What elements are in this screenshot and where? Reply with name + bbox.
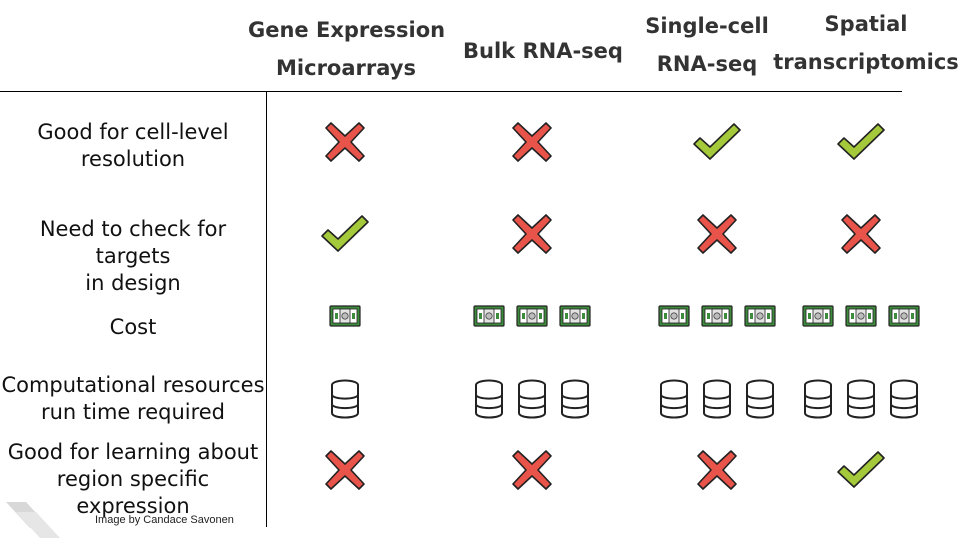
row-label-line: run time required <box>40 400 226 424</box>
money-icon <box>559 305 591 332</box>
money-icon <box>473 305 505 332</box>
row-label-line: in design <box>85 271 181 295</box>
cross-icon <box>323 120 367 169</box>
image-credit: Image by Candace Savonen <box>95 514 234 526</box>
money-icon <box>802 305 834 332</box>
database-icon <box>559 379 591 424</box>
database-icon <box>845 379 877 424</box>
cross-icon <box>510 120 554 169</box>
database-icon <box>329 379 361 424</box>
check-icon <box>836 122 886 167</box>
money-icon <box>658 305 690 332</box>
column-header-spatial: Spatial transcriptomics <box>770 5 960 81</box>
row-label-target-design: Need to check for targets in design <box>0 216 266 297</box>
money-icon <box>888 305 920 332</box>
money-icon <box>744 305 776 332</box>
check-icon <box>692 122 742 167</box>
database-icon <box>701 379 733 424</box>
cross-icon <box>510 212 554 261</box>
database-icon <box>516 379 548 424</box>
header-divider <box>0 91 902 92</box>
column-header-single-cell: Single-cell RNA-seq <box>642 7 772 83</box>
column-header-line: Spatial <box>824 12 908 36</box>
column-header-line: RNA-seq <box>656 52 758 76</box>
database-icon <box>888 379 920 424</box>
database-icon <box>658 379 690 424</box>
column-header-line: Microarrays <box>276 56 416 80</box>
column-header-line: Gene Expression <box>248 18 446 42</box>
row-label-cost: Cost <box>0 314 266 341</box>
label-divider <box>266 91 267 527</box>
row-label-line: Good for cell-level <box>37 120 229 144</box>
row-label-line: region specific expression <box>56 467 210 518</box>
cross-icon <box>510 448 554 497</box>
cross-icon <box>839 212 883 261</box>
logo-icon <box>6 502 60 538</box>
cross-icon <box>695 212 739 261</box>
row-label-region-specific: Good for learning about region specific … <box>0 439 266 520</box>
column-header-microarrays: Gene Expression Microarrays <box>248 11 446 87</box>
row-label-line: Cost <box>109 315 157 339</box>
money-icon <box>845 305 877 332</box>
row-label-cell-resolution: Good for cell-level resolution <box>0 119 266 173</box>
check-icon <box>836 450 886 495</box>
column-header-bulk-rna-seq: Bulk RNA-seq <box>460 32 626 70</box>
row-label-line: Computational resources <box>1 373 265 397</box>
database-icon <box>744 379 776 424</box>
money-icon <box>329 305 361 332</box>
column-header-line: Bulk RNA-seq <box>463 39 623 63</box>
row-label-line: Good for learning about <box>7 440 259 464</box>
database-icon <box>802 379 834 424</box>
money-icon <box>516 305 548 332</box>
cross-icon <box>323 448 367 497</box>
row-label-computational: Computational resources run time require… <box>0 372 266 426</box>
row-label-line: Need to check for targets <box>39 217 227 268</box>
check-icon <box>320 214 370 259</box>
money-icon <box>701 305 733 332</box>
cross-icon <box>695 448 739 497</box>
column-header-line: transcriptomics <box>773 50 959 74</box>
database-icon <box>473 379 505 424</box>
row-label-line: resolution <box>80 147 186 171</box>
column-header-line: Single-cell <box>645 14 769 38</box>
